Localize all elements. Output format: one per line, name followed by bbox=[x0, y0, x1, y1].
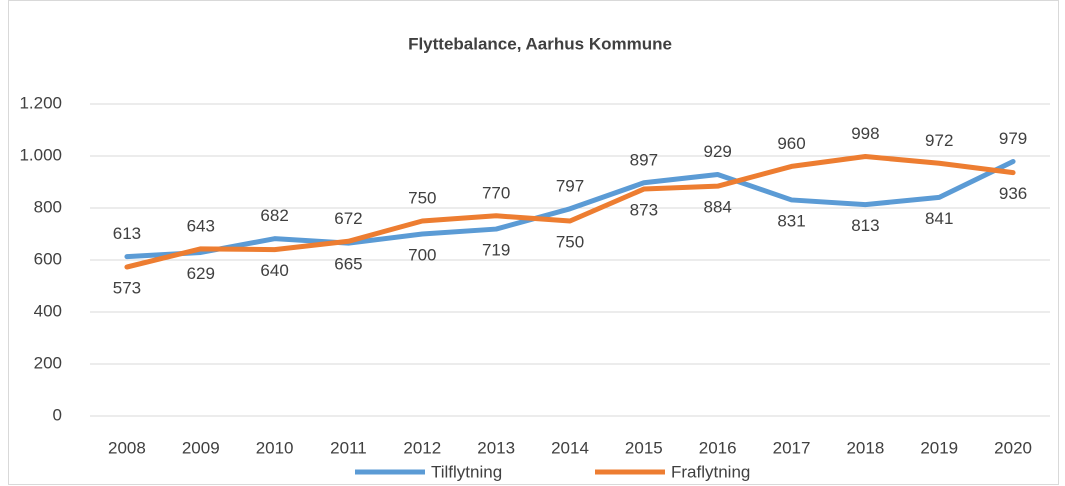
data-label: 841 bbox=[925, 209, 953, 228]
y-tick-label: 600 bbox=[34, 249, 62, 268]
data-label: 573 bbox=[113, 279, 141, 298]
data-label: 873 bbox=[630, 201, 658, 220]
y-tick-label: 1.000 bbox=[19, 145, 62, 164]
data-label: 719 bbox=[482, 241, 510, 260]
x-tick-label: 2015 bbox=[625, 438, 663, 457]
y-tick-label: 400 bbox=[34, 301, 62, 320]
data-label: 750 bbox=[556, 232, 584, 251]
data-label: 665 bbox=[334, 255, 362, 274]
data-label: 979 bbox=[999, 129, 1027, 148]
x-tick-label: 2017 bbox=[773, 438, 811, 457]
data-label: 613 bbox=[113, 224, 141, 243]
data-label: 960 bbox=[777, 134, 805, 153]
data-label: 813 bbox=[851, 216, 879, 235]
x-tick-label: 2013 bbox=[477, 438, 515, 457]
data-label: 797 bbox=[556, 176, 584, 195]
data-label: 672 bbox=[334, 209, 362, 228]
data-label: 884 bbox=[704, 198, 732, 217]
data-label: 643 bbox=[187, 216, 215, 235]
x-tick-label: 2014 bbox=[551, 438, 589, 457]
x-tick-label: 2020 bbox=[994, 438, 1032, 457]
series-line bbox=[124, 158, 1016, 260]
data-label: 998 bbox=[851, 124, 879, 143]
x-tick-label: 2008 bbox=[108, 438, 146, 457]
data-label: 629 bbox=[187, 264, 215, 283]
y-tick-label: 200 bbox=[34, 353, 62, 372]
series-line bbox=[124, 154, 1016, 270]
chart-title: Flyttebalance, Aarhus Kommune bbox=[408, 34, 672, 53]
data-label: 640 bbox=[260, 261, 288, 280]
data-label: 936 bbox=[999, 184, 1027, 203]
data-label: 929 bbox=[704, 142, 732, 161]
legend-label: Fraflytning bbox=[671, 462, 750, 481]
data-label: 682 bbox=[260, 206, 288, 225]
data-label: 897 bbox=[630, 150, 658, 169]
x-tick-label: 2012 bbox=[403, 438, 441, 457]
x-tick-label: 2009 bbox=[182, 438, 220, 457]
chart-border bbox=[8, 0, 1059, 485]
data-label: 750 bbox=[408, 188, 436, 207]
x-tick-label: 2011 bbox=[330, 438, 367, 457]
data-label: 972 bbox=[925, 131, 953, 150]
legend-label: Tilflytning bbox=[431, 462, 502, 481]
x-tick-label: 2019 bbox=[920, 438, 958, 457]
y-tick-label: 0 bbox=[53, 405, 62, 424]
data-label: 770 bbox=[482, 183, 510, 202]
y-tick-label: 800 bbox=[34, 197, 62, 216]
y-tick-label: 1.200 bbox=[19, 93, 62, 112]
x-tick-label: 2016 bbox=[699, 438, 737, 457]
x-tick-label: 2010 bbox=[256, 438, 294, 457]
x-tick-label: 2018 bbox=[846, 438, 884, 457]
data-label: 700 bbox=[408, 245, 436, 264]
data-label: 831 bbox=[777, 211, 805, 230]
